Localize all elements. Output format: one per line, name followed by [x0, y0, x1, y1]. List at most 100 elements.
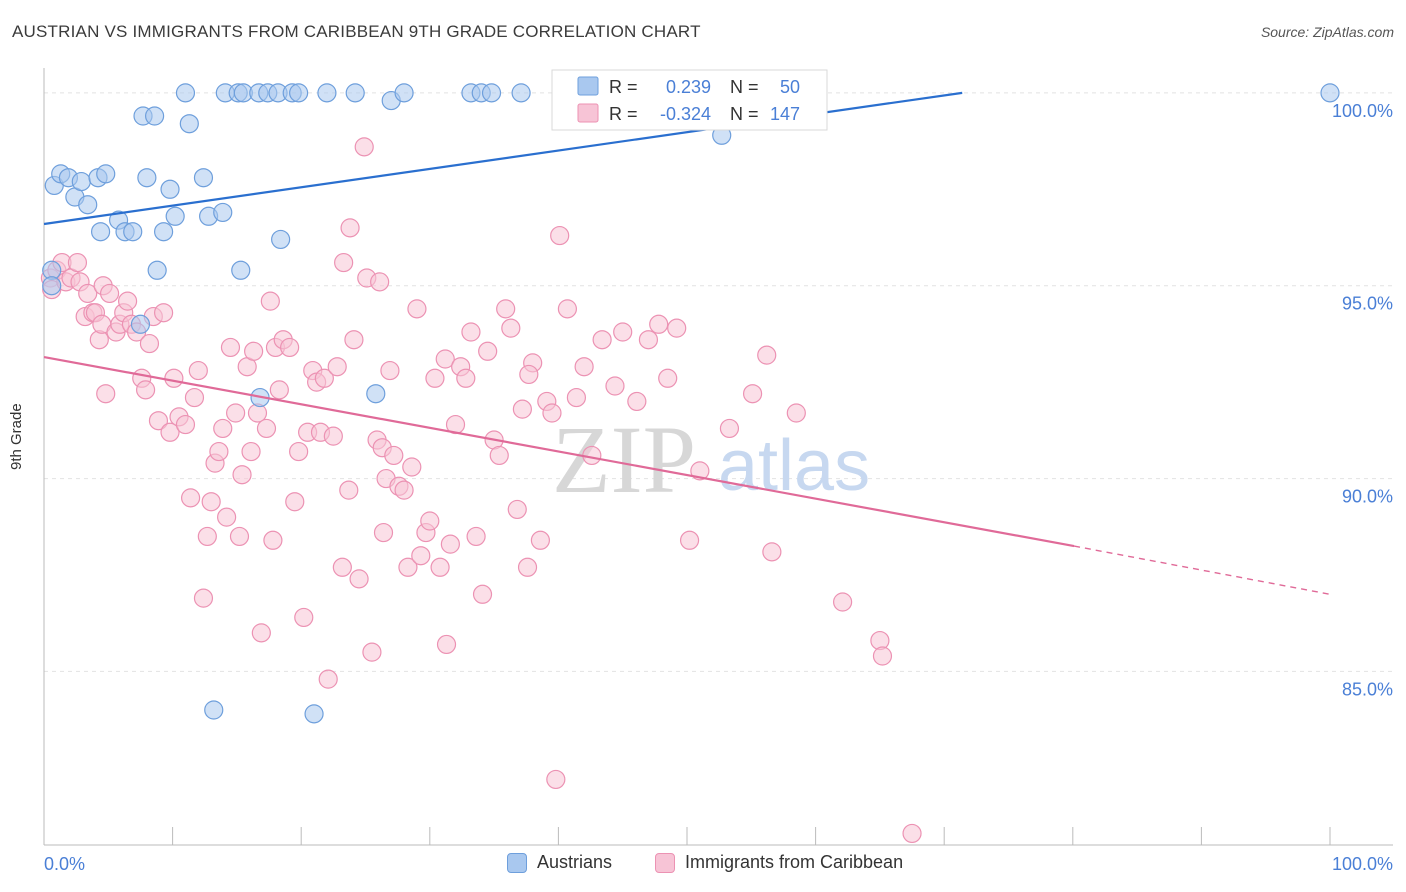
caribbean-point [323, 426, 343, 446]
austrian-point [42, 276, 62, 296]
stats-r-value-caribbean: -0.324 [660, 104, 711, 124]
caribbean-point [332, 557, 352, 577]
caribbean-point [719, 418, 740, 439]
caribbean-point [530, 530, 550, 550]
stats-n-value-austrians: 50 [780, 77, 800, 97]
stats-legend-swatch-austrians [577, 76, 599, 96]
caribbean-point [373, 522, 394, 543]
caribbean-point [354, 137, 374, 157]
caribbean-point [496, 299, 516, 319]
caribbean-point [519, 364, 539, 385]
austrian-point [193, 168, 214, 188]
caribbean-point [638, 330, 659, 350]
stats-n-label-austrians: N = [730, 77, 759, 97]
caribbean-point [472, 584, 493, 604]
caribbean-point [244, 341, 264, 361]
stats-n-label-caribbean: N = [730, 104, 759, 124]
caribbean-point [402, 457, 422, 477]
austrian-point [511, 83, 531, 103]
caribbean-point [78, 283, 98, 304]
caribbean-point [627, 391, 647, 412]
caribbean-point [184, 387, 205, 408]
caribbean-point [117, 291, 138, 311]
caribbean-point [542, 403, 562, 423]
caribbean-point [690, 461, 710, 481]
trend-line-caribbean-extension [1073, 545, 1331, 595]
austrian-point [96, 164, 116, 184]
caribbean-point [425, 368, 445, 388]
caribbean-point [605, 376, 625, 396]
austrian-point [304, 704, 324, 724]
series-caribbean-points [40, 137, 922, 844]
watermark-zip: ZIP [552, 406, 696, 513]
caribbean-point [344, 330, 364, 350]
austrian-point [394, 83, 414, 103]
caribbean-point [294, 607, 314, 628]
austrian-point [481, 83, 502, 103]
austrian-point [204, 700, 224, 720]
austrian-point [345, 83, 365, 103]
caribbean-point [349, 569, 369, 589]
caribbean-point [193, 588, 214, 608]
austrian-point [147, 260, 167, 280]
y-tick-label: 85.0% [1342, 679, 1393, 699]
austrian-point [144, 106, 165, 126]
stats-n-value-caribbean: 147 [770, 104, 800, 124]
caribbean-point [833, 592, 853, 612]
caribbean-point [263, 530, 283, 550]
caribbean-point [197, 526, 217, 547]
axes [43, 68, 1393, 846]
caribbean-point [394, 480, 414, 500]
caribbean-point [574, 357, 594, 377]
caribbean-point [220, 337, 241, 358]
caribbean-point [501, 318, 521, 338]
caribbean-point [407, 299, 427, 319]
caribbean-point [430, 557, 450, 577]
caribbean-point [139, 333, 160, 354]
caribbean-point [742, 384, 763, 404]
watermark: ZIP atlas [552, 406, 870, 513]
caribbean-point [188, 360, 208, 381]
chart-title: AUSTRIAN VS IMMIGRANTS FROM CARIBBEAN 9T… [12, 22, 701, 41]
austrian-point [231, 260, 251, 280]
caribbean-point [209, 441, 229, 462]
legend-label-caribbean: Immigrants from Caribbean [685, 852, 904, 872]
caribbean-point [550, 225, 570, 246]
legend-swatch-caribbean [655, 852, 675, 873]
austrian-point [78, 195, 98, 215]
caribbean-point [489, 445, 509, 466]
austrian-point [160, 179, 180, 199]
caribbean-point [380, 360, 400, 381]
caribbean-point [334, 252, 354, 273]
caribbean-point [436, 634, 457, 655]
austrian-point [137, 168, 157, 188]
caribbean-point [461, 322, 481, 342]
austrian-point [165, 206, 185, 226]
caribbean-point [667, 318, 687, 338]
caribbean-point [456, 368, 476, 388]
source-label: Source: ZipAtlas.com [1260, 24, 1394, 40]
caribbean-point [566, 387, 587, 408]
austrian-point [317, 83, 337, 103]
caribbean-point [420, 511, 440, 531]
caribbean-point [327, 357, 347, 377]
caribbean-point [384, 445, 404, 466]
caribbean-point [762, 542, 782, 562]
caribbean-point [229, 526, 250, 547]
caribbean-point [362, 642, 382, 662]
caribbean-point [318, 669, 338, 689]
austrian-point [366, 384, 386, 404]
caribbean-point [435, 349, 455, 369]
caribbean-point [512, 399, 532, 419]
austrian-point [1320, 83, 1340, 103]
caribbean-point [232, 465, 252, 485]
legend-label-austrians: Austrians [537, 852, 613, 872]
x-tick-label-min: 0.0% [44, 854, 85, 874]
caribbean-point [592, 330, 612, 350]
austrian-point [90, 222, 111, 242]
caribbean-point [786, 403, 806, 423]
stats-r-value-austrians: 0.239 [666, 77, 711, 97]
caribbean-point [340, 218, 360, 238]
y-tick-label: 95.0% [1342, 294, 1393, 314]
